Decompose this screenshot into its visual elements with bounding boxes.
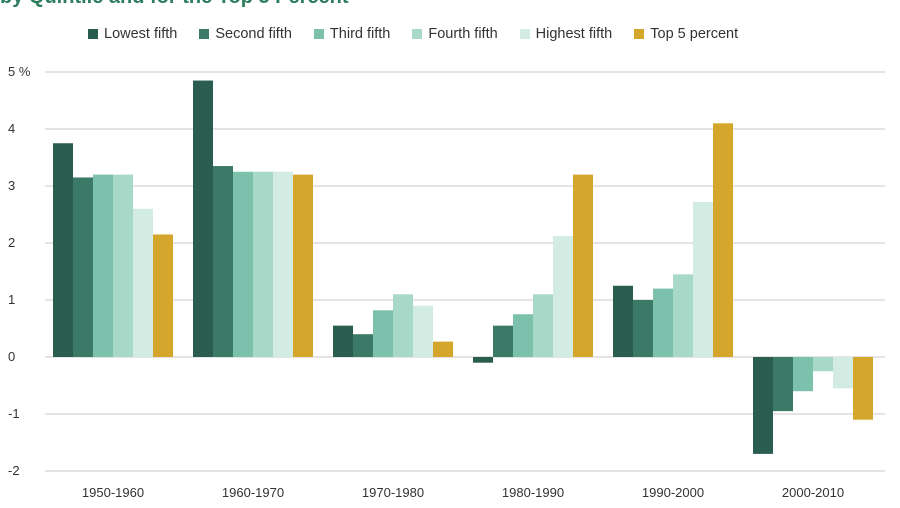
bar <box>473 357 493 363</box>
y-tick-label: 0 <box>8 349 15 364</box>
bar <box>633 300 653 357</box>
x-tick-label: 2000-2010 <box>782 485 844 500</box>
bar <box>513 314 533 357</box>
bar <box>53 143 73 357</box>
bar <box>93 174 113 357</box>
legend-swatch <box>412 29 423 39</box>
legend-label: Lowest fifth <box>104 26 178 42</box>
bar <box>73 177 93 357</box>
bar <box>853 357 873 420</box>
bar <box>833 357 853 389</box>
bar <box>773 357 793 412</box>
bar <box>293 174 313 357</box>
y-tick-label: -2 <box>8 463 20 478</box>
y-tick-label: 1 <box>8 292 15 307</box>
legend: Lowest fifth Second fifth Third fifth Fourt… <box>88 26 738 42</box>
legend-swatch <box>634 29 645 39</box>
x-tick-label: 1980-1990 <box>502 485 564 500</box>
bar <box>653 288 673 357</box>
bar <box>553 236 573 357</box>
legend-item: Second fifth <box>199 26 292 42</box>
bar <box>433 341 453 357</box>
bar <box>713 123 733 357</box>
bar <box>573 174 593 357</box>
legend-item: Lowest fifth <box>88 26 177 42</box>
legend-item: Fourth fifth <box>412 26 498 42</box>
legend-swatch <box>88 29 98 39</box>
x-tick-label: 1950-1960 <box>82 485 144 500</box>
legend-label: Highest fifth <box>535 26 613 42</box>
bar <box>613 285 633 357</box>
bar <box>333 325 353 357</box>
legend-swatch <box>313 29 324 39</box>
bar <box>213 166 233 357</box>
y-tick-label: 3 <box>8 178 15 193</box>
legend-swatch <box>199 29 210 39</box>
legend-label: Third fifth <box>329 26 391 42</box>
legend-label: Top 5 percent <box>650 26 739 42</box>
bar <box>673 274 693 357</box>
chart-title: by Quintile and for the Top 5 Percent <box>0 0 349 9</box>
x-tick-label: 1960-1970 <box>222 485 284 500</box>
bar <box>813 357 833 372</box>
bar <box>393 294 413 357</box>
legend-swatch <box>519 29 530 39</box>
y-tick-label: 5 % <box>8 64 31 79</box>
legend-label: Fourth fifth <box>428 26 498 42</box>
bar <box>153 234 173 357</box>
bar <box>693 201 713 357</box>
x-tick-label: 1970-1980 <box>362 485 424 500</box>
bar <box>113 174 133 357</box>
x-tick-label: 1990-2000 <box>642 485 704 500</box>
bar <box>373 310 393 357</box>
legend-item: Top 5 percent <box>634 26 738 42</box>
bar <box>753 357 773 454</box>
legend-label: Second fifth <box>215 26 292 42</box>
legend-item: Third fifth <box>313 26 391 42</box>
y-tick-label: -1 <box>8 406 20 421</box>
bar <box>493 325 513 357</box>
bar <box>793 357 813 392</box>
legend-item: Highest fifth <box>519 26 613 42</box>
bar <box>233 171 253 357</box>
bar <box>133 208 153 357</box>
y-tick-label: 2 <box>8 235 15 250</box>
bar <box>273 171 293 357</box>
bar <box>353 334 373 357</box>
bar <box>413 305 433 357</box>
bar <box>193 80 213 358</box>
bar <box>533 294 553 357</box>
y-tick-label: 4 <box>8 121 15 136</box>
bar <box>253 171 273 357</box>
